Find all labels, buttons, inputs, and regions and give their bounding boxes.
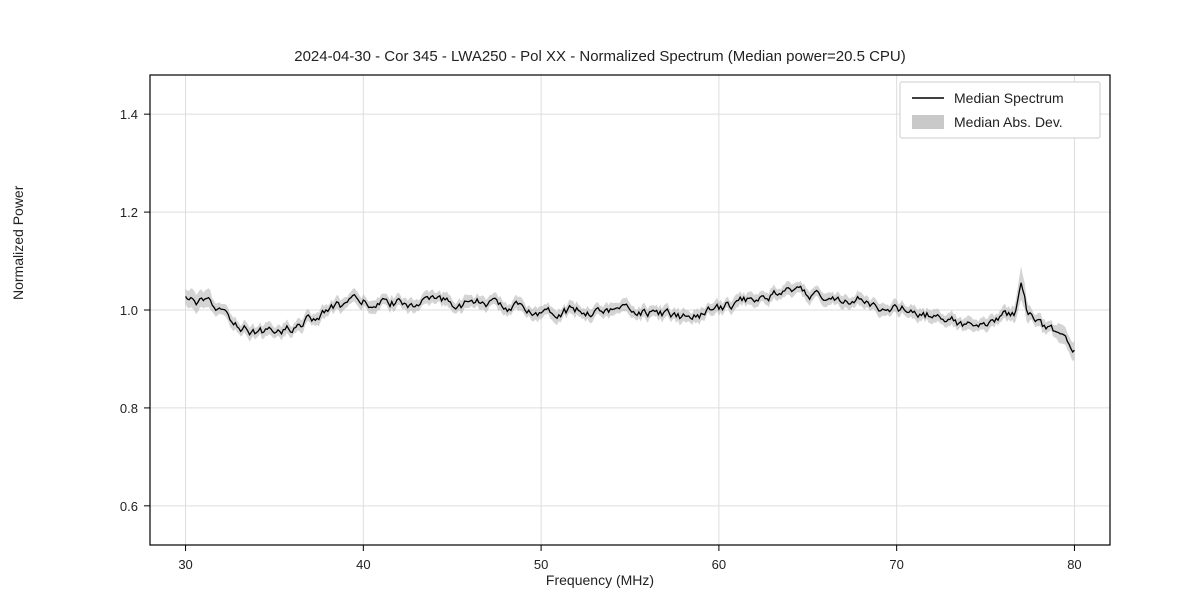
x-tick-label: 30 [178, 557, 192, 572]
y-tick-label: 1.2 [120, 205, 138, 220]
legend-label-0: Median Spectrum [954, 90, 1064, 106]
legend-label-1: Median Abs. Dev. [954, 114, 1063, 130]
x-tick-label: 50 [534, 557, 548, 572]
y-tick-label: 0.8 [120, 401, 138, 416]
spectrum-plot-svg: 30 40 50 60 70 80 0.6 0.8 1.0 1.2 1.4 Median Spectr… [0, 0, 1200, 600]
y-tick-label: 0.6 [120, 499, 138, 514]
y-tick-label: 1.4 [120, 107, 138, 122]
x-tick-label: 70 [889, 557, 903, 572]
chart-container: 2024-04-30 - Cor 345 - LWA250 - Pol XX -… [0, 0, 1200, 600]
legend-swatch-dev-patch [912, 115, 944, 129]
x-tick-label: 40 [356, 557, 370, 572]
y-tick-label: 1.0 [120, 303, 138, 318]
x-tick-label: 80 [1067, 557, 1081, 572]
x-tick-label: 60 [712, 557, 726, 572]
